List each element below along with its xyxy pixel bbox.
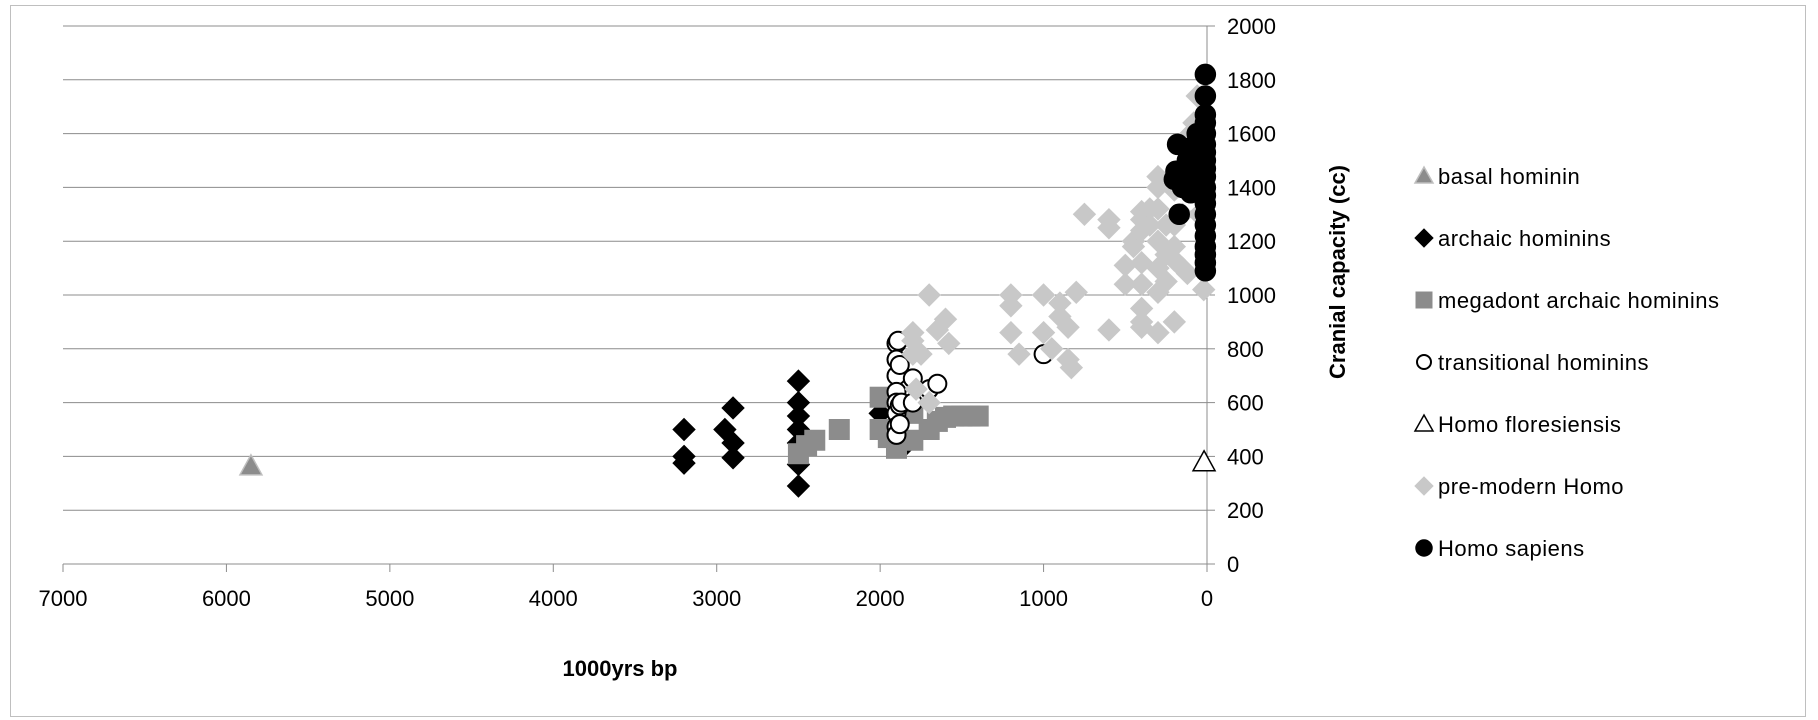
point-homo-sapiens (1168, 203, 1190, 226)
point-archaic-hominins (786, 369, 811, 393)
point-pre-modern-homo (1072, 202, 1097, 227)
point-pre-modern-homo (1129, 272, 1154, 296)
point-megadont-archaic-hominins (967, 405, 989, 427)
point-homo-sapiens (1194, 85, 1217, 107)
point-transitional-hominins (889, 414, 910, 435)
x-tick-label: 0 (1201, 586, 1213, 611)
x-tick-label: 6000 (202, 586, 251, 611)
point-pre-modern-homo (1138, 213, 1162, 237)
y-tick-label: 800 (1227, 337, 1264, 362)
point-pre-modern-homo (937, 331, 961, 356)
point-transitional-hominins (889, 354, 910, 375)
point-pre-modern-homo (1146, 197, 1170, 221)
legend-label-archaic-hominins: archaic hominins (1438, 226, 1611, 251)
point-pre-modern-homo (1040, 337, 1064, 361)
legend-label-transitional-hominins: transitional hominins (1438, 350, 1649, 375)
y-tick-label: 2000 (1227, 14, 1276, 39)
legend-marker-transitional-hominins (1416, 354, 1432, 370)
point-homo-sapiens (1194, 260, 1217, 282)
x-tick-label: 2000 (856, 586, 905, 611)
x-tick-label: 5000 (365, 586, 414, 611)
point-pre-modern-homo (1121, 234, 1146, 259)
legend-marker-basal-hominin (1413, 165, 1435, 184)
point-pre-modern-homo (1162, 310, 1187, 334)
legend-label-megadont-archaic-hominins: megadont archaic hominins (1438, 288, 1720, 313)
point-homo-sapiens (1166, 133, 1189, 156)
point-archaic-hominins (721, 446, 745, 470)
point-pre-modern-homo (1113, 272, 1137, 296)
point-pre-modern-homo (904, 377, 928, 401)
legend: basal hominin archaic hominins megadont ar… (1413, 164, 1720, 561)
data-points (238, 63, 1217, 498)
point-pre-modern-homo (909, 342, 933, 366)
y-tick-label: 1800 (1227, 68, 1276, 93)
point-pre-modern-homo (1192, 277, 1216, 302)
y-tick-label: 1200 (1227, 229, 1276, 254)
y-tick-label: 0 (1227, 552, 1239, 577)
point-transitional-hominins (927, 373, 948, 394)
x-axis-title: 1000yrs bp (563, 656, 678, 681)
y-tick-label: 600 (1227, 391, 1264, 416)
gridlines (63, 25, 1207, 511)
x-tick-label: 1000 (1019, 586, 1068, 611)
point-archaic-hominins (672, 451, 696, 475)
point-pre-modern-homo (1154, 269, 1178, 294)
point-pre-modern-homo (917, 390, 941, 415)
legend-label-basal-hominin: basal hominin (1438, 164, 1580, 189)
point-pre-modern-homo (933, 307, 958, 331)
point-pre-modern-homo (1031, 320, 1056, 345)
y-tick-label: 1000 (1227, 283, 1276, 308)
legend-marker-homo-floresiensis (1413, 413, 1435, 432)
legend-label-homo-sapiens: Homo sapiens (1438, 536, 1585, 561)
y-tick-label: 200 (1227, 498, 1264, 523)
point-megadont-archaic-hominins (828, 419, 850, 440)
point-pre-modern-homo (1097, 216, 1121, 240)
point-pre-modern-homo (1064, 280, 1088, 305)
legend-label-pre-modern-homo: pre-modern Homo (1438, 474, 1624, 499)
point-pre-modern-homo (1059, 355, 1084, 380)
legend-marker-pre-modern-homo (1414, 476, 1434, 496)
legend-marker-archaic-hominins (1414, 228, 1434, 248)
point-homo-sapiens (1163, 168, 1186, 191)
y-tick-label: 1600 (1227, 122, 1276, 147)
legend-marker-megadont-archaic-hominins (1415, 291, 1433, 309)
x-tick-label: 3000 (692, 586, 741, 611)
point-basal-hominin (238, 453, 264, 476)
point-megadont-archaic-hominins (804, 429, 826, 451)
axes: 0 200 400 600 800 1000 1200 1400 1600 1800 2000 700… (39, 14, 1276, 611)
point-pre-modern-homo (1031, 283, 1056, 307)
point-pre-modern-homo (1097, 318, 1121, 342)
point-pre-modern-homo (917, 283, 941, 307)
point-pre-modern-homo (999, 320, 1023, 345)
point-homo-floresiensis (1191, 449, 1217, 472)
x-tick-label: 7000 (39, 586, 88, 611)
y-axis-title: Cranial capacity (cc) (1325, 165, 1350, 379)
x-tick-label: 4000 (529, 586, 578, 611)
legend-marker-homo-sapiens (1415, 539, 1433, 557)
point-archaic-hominins (786, 474, 811, 498)
point-pre-modern-homo (1007, 342, 1031, 366)
legend-label-homo-floresiensis: Homo floresiensis (1438, 412, 1621, 437)
y-tick-label: 400 (1227, 444, 1264, 469)
y-tick-label: 1400 (1227, 175, 1276, 200)
point-pre-modern-homo (1146, 320, 1170, 345)
point-pre-modern-homo (1056, 315, 1080, 339)
point-pre-modern-homo (999, 294, 1023, 318)
point-archaic-hominins (672, 417, 696, 442)
point-archaic-hominins (721, 396, 745, 420)
point-homo-sapiens (1194, 63, 1217, 86)
